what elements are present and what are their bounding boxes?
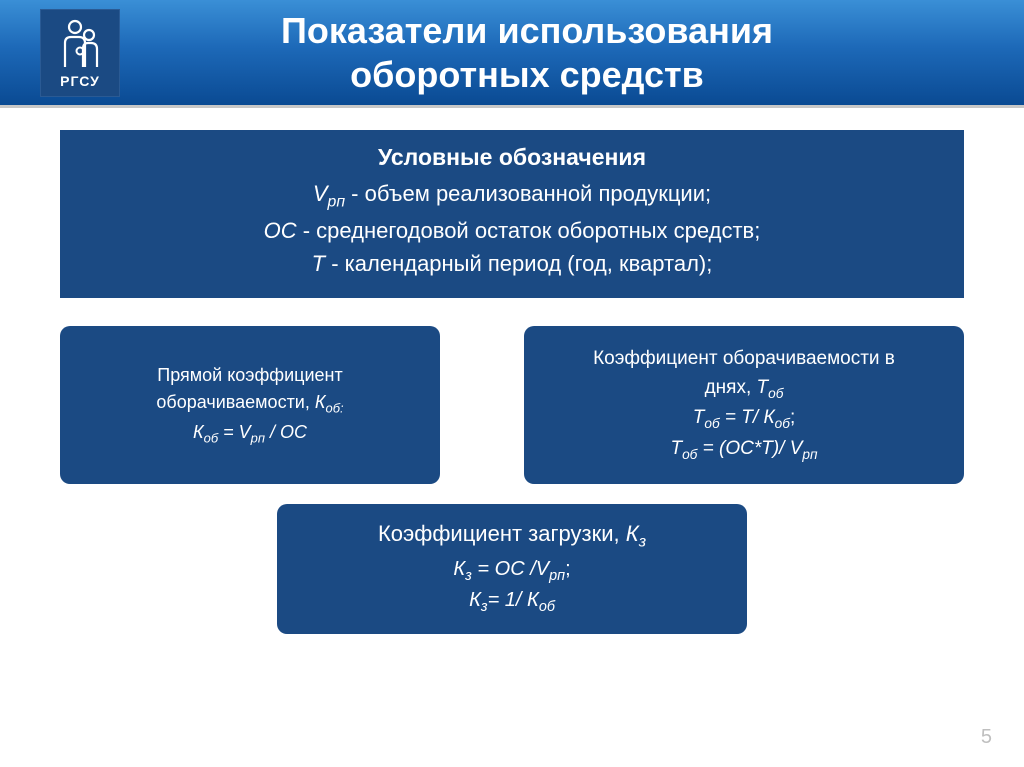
slide-title: Показатели использования оборотных средс… xyxy=(120,9,1024,95)
box-bottom-formula-2: Кз= 1/ Коб xyxy=(297,586,727,618)
box-left-formula: Коб = Vрп / ОС xyxy=(80,419,420,449)
box-left-line-2: оборачиваемости, Коб: xyxy=(80,389,420,419)
logo: РГСУ xyxy=(40,9,120,97)
legend-line-1: Vрп - объем реализованной продукции; xyxy=(80,177,944,214)
box-left-line-1: Прямой коэффициент xyxy=(80,362,420,390)
legend-box: Условные обозначения Vрп - объем реализо… xyxy=(60,130,964,298)
legend-title: Условные обозначения xyxy=(80,144,944,171)
title-line-1: Показатели использования xyxy=(281,10,773,51)
legend-line-2: ОС - среднегодовой остаток оборотных сре… xyxy=(80,214,944,247)
box-right-line-1b: днях, Тоб xyxy=(544,374,944,404)
slide-header: РГСУ Показатели использования оборотных … xyxy=(0,0,1024,108)
people-icon xyxy=(57,17,103,69)
box-load-coefficient: Коэффициент загрузки, Кз Кз = ОС /Vрп; К… xyxy=(277,504,747,634)
box-right-formula-2: Тоб = (ОС*Т)/ Vрп xyxy=(544,435,944,465)
slide-content: Условные обозначения Vрп - объем реализо… xyxy=(0,108,1024,634)
box-direct-coefficient: Прямой коэффициент оборачиваемости, Коб:… xyxy=(60,326,440,484)
box-right-formula-1: Тоб = Т/ Коб; xyxy=(544,404,944,434)
box-bottom-formula-1: Кз = ОС /Vрп; xyxy=(297,555,727,587)
logo-label: РГСУ xyxy=(60,73,100,89)
legend-line-3: Т - календарный период (год, квартал); xyxy=(80,247,944,280)
box-right-line-1a: Коэффициент оборачиваемости в xyxy=(544,345,944,374)
title-line-2: оборотных средств xyxy=(350,54,704,95)
formula-row: Прямой коэффициент оборачиваемости, Коб:… xyxy=(60,326,964,484)
page-number: 5 xyxy=(981,726,992,749)
box-bottom-line-1: Коэффициент загрузки, Кз xyxy=(297,518,727,554)
box-days-turnover: Коэффициент оборачиваемости в днях, Тоб … xyxy=(524,326,964,484)
